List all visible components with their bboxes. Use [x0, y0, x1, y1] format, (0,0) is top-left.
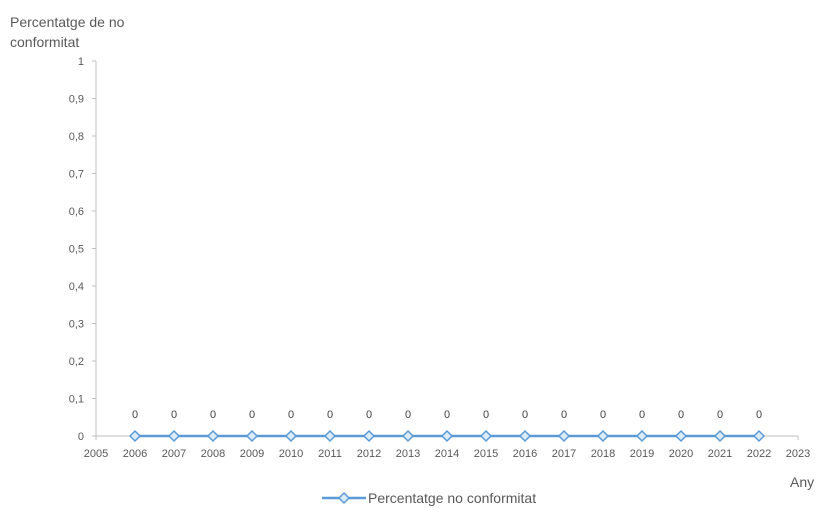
chart-series: 0 0 0 0 0 0 0 0 0 0 0 0 0 0 0 0 0 [128, 409, 766, 443]
data-point-marker [401, 429, 415, 443]
y-tick-label: 0,5 [69, 244, 84, 256]
data-point-marker [245, 429, 259, 443]
y-tick-label: 0,3 [69, 319, 84, 331]
data-label: 0 [327, 409, 333, 421]
data-point-marker [206, 429, 220, 443]
data-point-marker [518, 429, 532, 443]
y-tick-label: 0,8 [69, 131, 84, 143]
y-tick-label: 0,1 [69, 394, 84, 406]
data-label: 0 [717, 409, 723, 421]
data-label: 0 [522, 409, 528, 421]
data-point-marker [323, 429, 337, 443]
legend: Percentatge no conformitat [322, 488, 536, 508]
data-label: 0 [678, 409, 684, 421]
x-tick-label: 2020 [669, 448, 693, 460]
x-axis-label: Any [790, 474, 815, 490]
data-point-marker [440, 429, 454, 443]
x-tick-label: 2012 [357, 448, 381, 460]
data-label: 0 [405, 409, 411, 421]
y-tick-label: 0 [78, 431, 84, 443]
x-tick-label: 2015 [474, 448, 498, 460]
data-point-marker [362, 429, 376, 443]
x-tick-label: 2007 [162, 448, 186, 460]
data-point-marker [167, 429, 181, 443]
x-tick-label: 2022 [747, 448, 771, 460]
y-tick-label: 0,2 [69, 356, 84, 368]
data-point-marker [635, 429, 649, 443]
legend-swatch [322, 491, 366, 505]
x-tick-label: 2014 [435, 448, 459, 460]
data-point-marker [596, 429, 610, 443]
x-tick-label: 2018 [591, 448, 615, 460]
x-tick-label: 2005 [84, 448, 108, 460]
data-point-marker [284, 429, 298, 443]
data-label: 0 [132, 409, 138, 421]
x-tick-label: 2008 [201, 448, 225, 460]
y-axis-label: Percentatge de no conformitat [10, 14, 125, 50]
data-point-marker [713, 429, 727, 443]
x-tick-label: 2021 [708, 448, 732, 460]
data-label: 0 [756, 409, 762, 421]
data-point-marker [479, 429, 493, 443]
data-label: 0 [288, 409, 294, 421]
data-label: 0 [171, 409, 177, 421]
x-tick-label: 2011 [318, 448, 342, 460]
y-tick-label: 0,7 [69, 169, 84, 181]
data-point-marker [674, 429, 688, 443]
y-tick-label: 0,6 [69, 206, 84, 218]
x-tick-label: 2013 [396, 448, 420, 460]
data-point-marker [752, 429, 766, 443]
x-tick-label: 2019 [630, 448, 654, 460]
data-label: 0 [561, 409, 567, 421]
chart-ticks: 0 0,1 0,2 0,3 0,4 0,5 0,6 0,7 0,8 0,9 1 2005 2006 200… [69, 56, 811, 460]
x-tick-label: 2023 [786, 448, 810, 460]
data-label: 0 [210, 409, 216, 421]
y-tick-label: 0,4 [69, 281, 84, 293]
data-label: 0 [249, 409, 255, 421]
chart-axes [95, 61, 798, 437]
data-label: 0 [483, 409, 489, 421]
data-point-marker [557, 429, 571, 443]
x-tick-label: 2016 [513, 448, 537, 460]
legend-label: Percentatge no conformitat [368, 490, 537, 506]
data-label: 0 [639, 409, 645, 421]
x-tick-label: 2010 [279, 448, 303, 460]
y-tick-label: 1 [78, 56, 84, 68]
data-label: 0 [600, 409, 606, 421]
data-label: 0 [444, 409, 450, 421]
data-label: 0 [366, 409, 372, 421]
x-tick-label: 2006 [123, 448, 147, 460]
x-tick-label: 2009 [240, 448, 264, 460]
data-point-marker [128, 429, 142, 443]
y-tick-label: 0,9 [69, 94, 84, 106]
x-tick-label: 2017 [552, 448, 576, 460]
